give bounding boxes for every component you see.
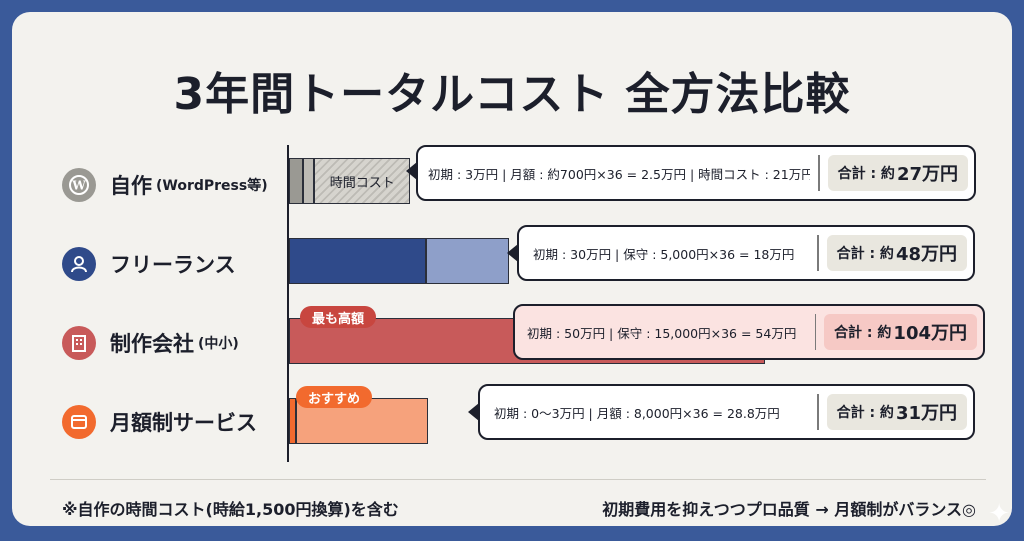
cost-detail: 初期 : 50万円 | 保守 : 15,000円×36 = 54万円 bbox=[527, 325, 797, 341]
row-label-sub: (中小) bbox=[198, 336, 239, 352]
bar-segment-label: 時間コスト bbox=[329, 175, 395, 191]
callout-company: 初期 : 50万円 | 保守 : 15,000円×36 = 54万円 合計 : … bbox=[513, 304, 985, 360]
bar-segment bbox=[314, 158, 411, 204]
chart-axis-line bbox=[287, 145, 289, 462]
row-label-sub: (WordPress等) bbox=[156, 178, 268, 194]
cost-detail: 初期 : 0〜3万円 | 月額 : 8,000円×36 = 28.8万円 bbox=[494, 405, 780, 421]
total-badge: 合計 : 約 48万円 bbox=[826, 235, 967, 271]
total-badge: 合計 : 約 104万円 bbox=[824, 314, 977, 350]
wordpress-icon: W bbox=[62, 168, 96, 202]
bar-segment bbox=[289, 238, 427, 284]
row-label-jisaku: W 自作 (WordPress等) bbox=[62, 165, 268, 205]
total-badge: 合計 : 約 31万円 bbox=[826, 394, 967, 430]
browser-window-icon bbox=[62, 405, 96, 439]
total-prefix: 合計 : 約 bbox=[836, 405, 894, 421]
divider bbox=[817, 235, 819, 271]
total-value: 27万円 bbox=[896, 164, 958, 185]
cost-detail: 初期 : 3万円 | 月額 : 約700円×36 = 2.5万円 | 時間コスト… bbox=[428, 166, 811, 182]
callout-pointer bbox=[507, 244, 518, 262]
total-value: 104万円 bbox=[893, 323, 967, 344]
callout-subscription: 初期 : 0〜3万円 | 月額 : 8,000円×36 = 28.8万円 合計 … bbox=[478, 384, 975, 440]
svg-text:W: W bbox=[71, 179, 86, 193]
page-title: 3年間トータルコスト 全方法比較 bbox=[173, 69, 851, 120]
row-label-text: 制作会社 bbox=[110, 332, 194, 356]
building-icon bbox=[62, 326, 96, 360]
badge-most-expensive: 最も高額 bbox=[300, 306, 377, 328]
bar-segment bbox=[289, 318, 518, 364]
row-label-text: 月額制サービス bbox=[110, 411, 257, 435]
total-prefix: 合計 : 約 bbox=[837, 166, 895, 182]
divider bbox=[818, 155, 820, 191]
row-label-text: 自作 bbox=[110, 174, 152, 198]
divider bbox=[814, 314, 817, 350]
divider bbox=[817, 394, 819, 430]
callout-pointer bbox=[468, 403, 479, 421]
total-prefix: 合計 : 約 bbox=[834, 325, 892, 341]
row-label-subscription: 月額制サービス bbox=[62, 402, 257, 442]
bar-segment bbox=[289, 158, 303, 204]
total-value: 31万円 bbox=[895, 403, 957, 424]
row-label-freelance: フリーランス bbox=[62, 244, 236, 284]
badge-recommended: おすすめ bbox=[296, 386, 373, 408]
total-value: 48万円 bbox=[895, 244, 957, 265]
footer-conclusion: 初期費用を抑えつつプロ品質 → 月額制がバランス◎ bbox=[602, 500, 976, 519]
callout-pointer bbox=[406, 162, 417, 180]
cost-detail: 初期 : 30万円 | 保守 : 5,000円×36 = 18万円 bbox=[533, 246, 795, 262]
row-label-text: フリーランス bbox=[110, 253, 236, 277]
footer-divider bbox=[50, 479, 986, 480]
bar-segment bbox=[426, 238, 509, 284]
total-badge: 合計 : 約 27万円 bbox=[827, 155, 968, 191]
row-label-company: 制作会社 (中小) bbox=[62, 323, 239, 363]
sparkle-icon: ✦ bbox=[988, 499, 1010, 529]
footnote: ※自作の時間コスト(時給1,500円換算)を含む bbox=[62, 500, 399, 519]
infographic-card: 3年間トータルコスト 全方法比較 W 自作 (WordPress等) フリーラン… bbox=[12, 12, 1012, 526]
bar-segment bbox=[289, 398, 296, 444]
callout-jisaku: 初期 : 3万円 | 月額 : 約700円×36 = 2.5万円 | 時間コスト… bbox=[416, 145, 976, 201]
callout-freelance: 初期 : 30万円 | 保守 : 5,000円×36 = 18万円 合計 : 約… bbox=[517, 225, 975, 281]
bar-segment bbox=[302, 158, 315, 204]
total-prefix: 合計 : 約 bbox=[836, 246, 894, 262]
person-icon bbox=[62, 247, 96, 281]
